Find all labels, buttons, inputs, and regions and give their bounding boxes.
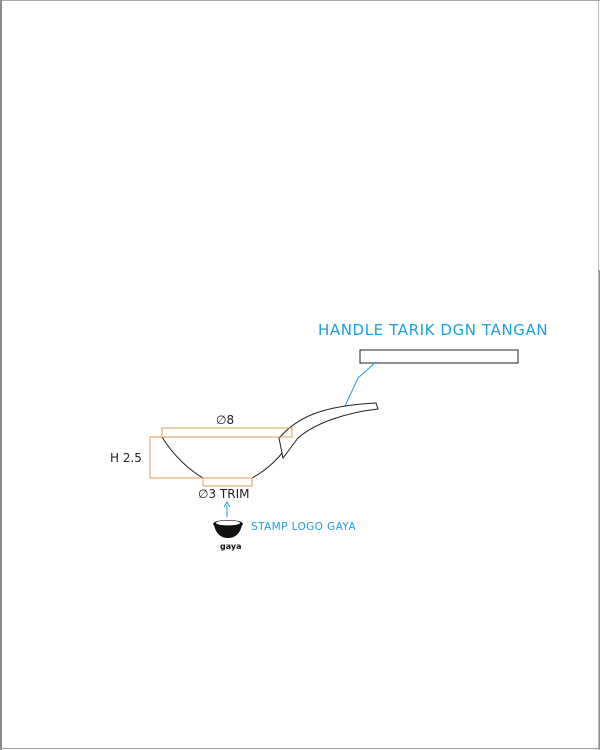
bowl-logo-icon bbox=[213, 520, 243, 538]
arrow-up-icon bbox=[223, 501, 231, 508]
handle-annotation-label: HANDLE TARIK DGN TANGAN bbox=[318, 321, 549, 339]
handle-leader-line bbox=[344, 361, 377, 407]
height-label: H 2.5 bbox=[110, 451, 142, 465]
bottom-diameter-dimension bbox=[202, 477, 253, 487]
drawing-right-edge bbox=[598, 0, 599, 750]
ladle-handle bbox=[278, 402, 379, 460]
bowl-outline bbox=[161, 436, 293, 479]
logo-wordmark: gaya bbox=[220, 542, 242, 551]
drawing-bottom-edge bbox=[0, 748, 600, 749]
top-diameter-label: ∅8 bbox=[216, 413, 235, 427]
stamp-annotation-label: STAMP LOGO GAYA bbox=[251, 521, 356, 533]
height-dimension-line bbox=[149, 436, 203, 479]
bottom-diameter-label: ∅3 TRIM bbox=[198, 487, 250, 501]
handle-callout-box bbox=[359, 349, 519, 364]
top-diameter-dimension bbox=[161, 427, 293, 438]
